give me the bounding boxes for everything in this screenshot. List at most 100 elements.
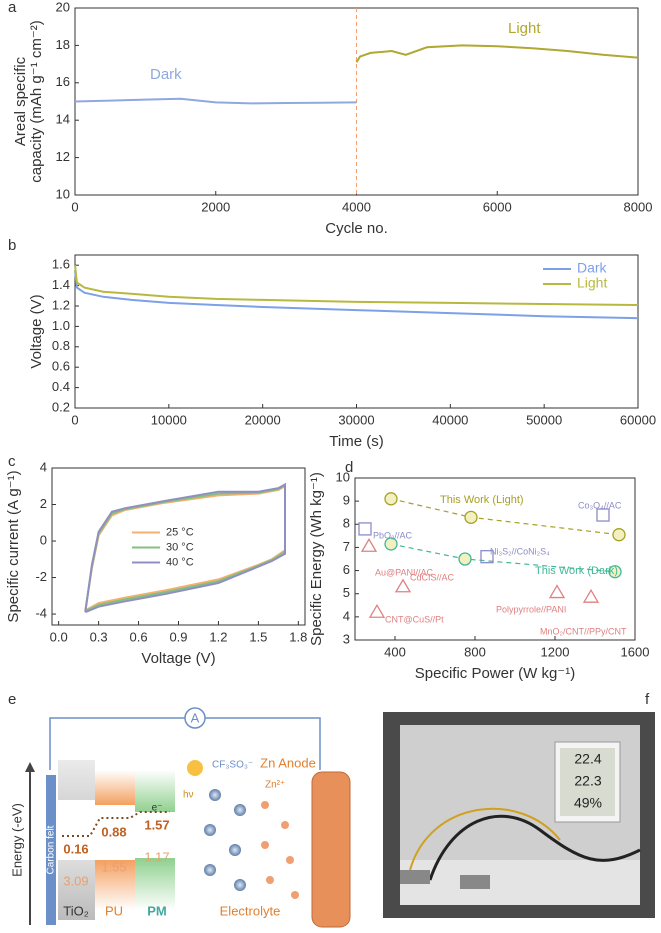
marker [360,537,378,552]
material: PM [147,903,167,918]
shelf [400,860,640,905]
x-axis-label: Specific Power (W kg⁻¹) [415,665,575,682]
arrow-head [25,762,35,772]
carbon-felt [46,775,56,925]
series-line [74,270,639,320]
x-tick-label: 0.6 [130,629,148,644]
y-tick-label: 20 [56,0,70,14]
y-tick-label: 8 [343,516,350,531]
sun [187,760,203,776]
cable [409,807,561,871]
panel-label: a [8,0,17,16]
y-tick-label: -4 [35,605,47,620]
level: 1.57 [144,817,169,832]
lcd-text: 22.3 [574,773,601,789]
x-tick-label: 1.5 [249,629,267,644]
y-tick-label: 0.2 [52,399,70,414]
marker [464,510,478,524]
series-label: CdCIS//AC [410,572,455,582]
series-label: This Work (Dark) [535,565,618,577]
series-label: Light [508,20,541,37]
series-label: MnO₂/CNT//PPy/CNT [540,626,627,636]
level: 3.09 [63,873,88,888]
y-tick-label: 0.4 [52,379,70,394]
x-tick-label: 800 [464,644,486,659]
marker [458,552,472,566]
panel-label: f [645,691,650,708]
x-axis-label: Cycle no. [325,220,388,237]
axis-label: Energy (-eV) [9,803,24,877]
band [58,860,95,920]
y-tick-label: 18 [56,37,70,52]
y-axis-label: capacity (mAh g⁻¹ cm⁻²) [28,20,45,183]
y-tick-label: 16 [56,74,70,89]
y-tick-label: 0.6 [52,359,70,374]
x-tick-label: 0.0 [50,629,68,644]
legend-label: Dark [577,260,608,276]
band [135,858,175,910]
panel-label: d [345,459,353,476]
x-tick-label: 1600 [621,644,650,659]
clip [460,875,490,889]
y-tick-label: 6 [343,562,350,577]
x-axis-label: Voltage (V) [141,650,215,667]
x-tick-label: 0.3 [90,629,108,644]
y-tick-label: 1.2 [52,297,70,312]
x-tick-label: 0.9 [169,629,187,644]
material: PU [105,903,123,918]
panel-f: f 22.4 22.3 49% [383,691,655,918]
plot-frame [354,477,636,641]
series-label: Ni₃S₂//CoNi₂S₄ [490,546,550,556]
clip [400,870,430,884]
marker [368,603,386,618]
x-tick-label: 4000 [342,199,371,214]
marker [608,565,622,579]
level: 1.17 [144,849,169,864]
y-tick-label: 3 [343,631,350,646]
y-axis-label: Areal specific [12,56,29,146]
anion: CF₃SO₃⁻ [212,760,253,771]
marker [596,508,610,522]
lcd-text: 22.4 [574,751,601,767]
series-line [355,44,639,63]
y-tick-label: 1.6 [52,257,70,272]
zn-anode-label: Zn Anode [260,755,316,770]
series-label: Au@PANI//AC [375,567,433,577]
y-tick-label: 4 [40,459,47,474]
electrolyte-label: Electrolyte [220,903,281,918]
carbon-felt-label: Carbon felt [46,825,57,874]
level: 1.55 [101,859,126,874]
x-tick-label: 1.8 [289,629,307,644]
x-tick-label: 0 [71,199,78,214]
y-tick-label: 2 [40,496,47,511]
series-label: This Work (Light) [440,494,524,506]
level: 0.88 [101,824,126,839]
x-tick-label: 2000 [201,199,230,214]
panel-label: c [8,453,16,470]
y-tick-label: 10 [336,469,350,484]
y-tick-label: 1.0 [52,318,70,333]
lcd [560,748,615,816]
y-tick-label: 0.8 [52,338,70,353]
ammeter-label: A [191,710,200,725]
panel-label: e [8,691,16,708]
y-tick-label: 1.4 [52,277,70,292]
series-label: CNT@CuS//Pt [385,614,444,624]
band [95,860,135,910]
marker [358,522,372,536]
x-tick-label: 50000 [526,412,562,427]
x-tick-label: 1.2 [209,629,227,644]
cation: Zn²⁺ [265,780,285,791]
series-label: PbO₂//AC [373,530,413,540]
plot-frame [74,254,639,409]
y-tick-label: 14 [56,112,70,127]
x-axis-label: Time (s) [329,433,383,450]
y-axis-label: Specific Energy (Wh kg⁻¹) [308,472,325,646]
x-tick-label: 60000 [620,412,656,427]
x-tick-label: 1200 [541,644,570,659]
x-tick-label: 40000 [432,412,468,427]
series-line [84,482,286,614]
legend-label: 30 °C [166,541,194,553]
x-tick-label: 10000 [151,412,187,427]
